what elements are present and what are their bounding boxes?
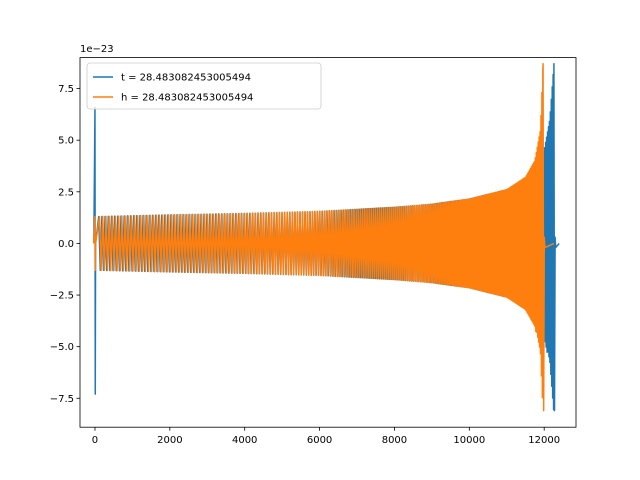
y-tick-label: 2.5 <box>58 187 74 198</box>
x-tick-label: 8000 <box>382 435 407 446</box>
y-tick-label: 5.0 <box>58 136 74 147</box>
y-tick-label: −2.5 <box>50 291 74 302</box>
series-layer <box>93 63 560 412</box>
legend-label: t = 28.483082453005494 <box>121 73 251 84</box>
x-tick-label: 12000 <box>528 435 560 446</box>
x-tick-label: 4000 <box>232 435 257 446</box>
y-tick-label: −5.0 <box>50 342 74 353</box>
legend-box <box>86 62 322 110</box>
legend-label: h = 28.483082453005494 <box>121 93 253 104</box>
y-offset-label: 1e−23 <box>80 44 114 55</box>
x-tick-label: 2000 <box>157 435 182 446</box>
x-tick-label: 6000 <box>307 435 332 446</box>
x-tick-label: 0 <box>92 435 98 446</box>
x-axis-ticks: 0 2000 4000 6000 8000 10000 12000 <box>92 427 560 446</box>
legend: t = 28.483082453005494 h = 28.48308245300… <box>86 62 322 110</box>
y-tick-label: 7.5 <box>58 84 74 95</box>
x-tick-label: 10000 <box>453 435 485 446</box>
axes-frame <box>79 57 577 428</box>
series-line-h <box>93 63 555 412</box>
y-tick-label: −7.5 <box>50 394 74 405</box>
y-axis-ticks: −7.5 −5.0 −2.5 0.0 2.5 5.0 7.5 <box>50 84 80 405</box>
y-tick-label: 0.0 <box>58 239 74 250</box>
